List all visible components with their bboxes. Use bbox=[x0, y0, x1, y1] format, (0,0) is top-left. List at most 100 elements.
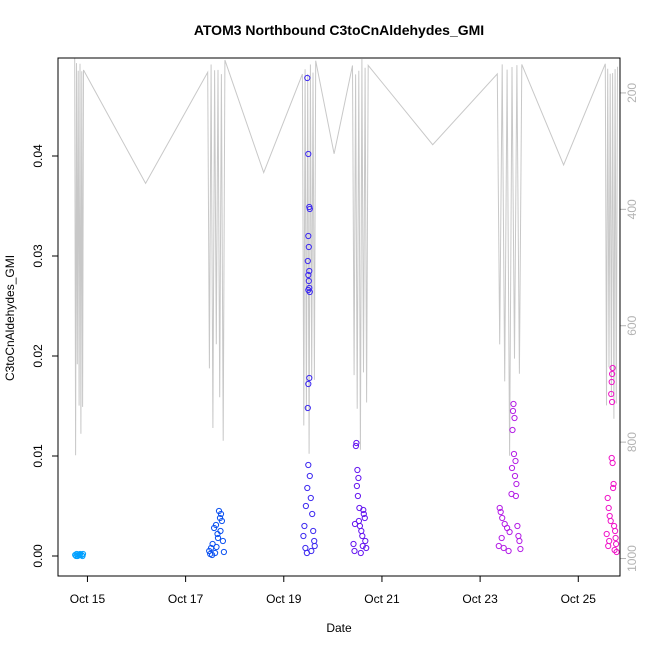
data-point bbox=[354, 492, 361, 500]
data-point bbox=[603, 530, 610, 538]
x-tick-label: Oct 19 bbox=[266, 592, 302, 606]
data-point bbox=[305, 232, 312, 240]
data-point bbox=[305, 461, 312, 469]
data-point bbox=[512, 457, 519, 465]
data-point bbox=[220, 548, 227, 556]
plot-frame bbox=[57, 57, 621, 577]
data-point bbox=[605, 504, 612, 512]
x-tick-label: Oct 21 bbox=[364, 592, 400, 606]
data-point bbox=[496, 504, 503, 512]
data-point bbox=[517, 545, 524, 553]
data-point bbox=[497, 508, 504, 516]
data-point bbox=[500, 544, 507, 552]
data-point bbox=[355, 517, 362, 525]
data-point bbox=[498, 534, 505, 542]
data-point bbox=[604, 494, 611, 502]
data-point bbox=[353, 439, 360, 447]
data-point bbox=[607, 517, 614, 525]
y2-tick-label: 200 bbox=[625, 83, 639, 103]
data-point bbox=[609, 398, 616, 406]
data-point bbox=[611, 546, 618, 554]
data-point bbox=[213, 543, 220, 551]
data-point bbox=[212, 521, 220, 529]
data-point bbox=[612, 527, 619, 535]
x-tick-label: Oct 25 bbox=[561, 592, 597, 606]
x-axis-label: Date bbox=[326, 621, 352, 635]
y2-tick-label: 400 bbox=[625, 199, 639, 219]
data-point bbox=[509, 426, 516, 434]
data-point bbox=[608, 390, 615, 398]
data-point bbox=[214, 534, 222, 542]
data-point bbox=[359, 532, 366, 540]
data-point bbox=[73, 552, 80, 560]
y2-tick-label: 600 bbox=[625, 315, 639, 335]
data-point bbox=[304, 404, 311, 412]
data-point bbox=[608, 378, 615, 386]
data-point bbox=[351, 547, 358, 555]
data-point bbox=[510, 450, 518, 458]
data-point bbox=[613, 548, 620, 556]
y-tick-label: 0.03 bbox=[31, 244, 45, 268]
data-point bbox=[609, 370, 616, 378]
data-point bbox=[505, 547, 512, 555]
data-point bbox=[219, 537, 226, 545]
data-point bbox=[514, 522, 521, 530]
y-axis-label: C3toCnAldehydes_GMI bbox=[3, 255, 17, 381]
x-tick-label: Oct 23 bbox=[462, 592, 498, 606]
data-point bbox=[209, 551, 216, 559]
data-point bbox=[353, 482, 360, 490]
data-point bbox=[362, 537, 369, 545]
data-point bbox=[610, 480, 617, 488]
y-tick-label: 0.00 bbox=[31, 544, 45, 568]
data-point bbox=[352, 442, 359, 450]
data-point bbox=[306, 472, 313, 480]
data-point bbox=[306, 205, 313, 213]
data-point bbox=[610, 484, 617, 492]
data-point bbox=[357, 549, 364, 557]
data-point bbox=[304, 257, 311, 265]
data-point bbox=[360, 506, 367, 514]
data-point bbox=[310, 527, 317, 535]
data-point bbox=[302, 502, 309, 510]
data-point bbox=[511, 472, 519, 480]
data-point bbox=[513, 480, 520, 488]
data-point bbox=[306, 288, 313, 296]
data-point bbox=[76, 551, 83, 559]
y-tick-label: 0.04 bbox=[31, 144, 45, 168]
data-point-layer bbox=[72, 74, 620, 560]
data-point bbox=[360, 510, 367, 518]
data-point bbox=[613, 540, 620, 548]
chart-title: ATOM3 Northbound C3toCnAldehydes_GMI bbox=[194, 22, 484, 38]
data-point bbox=[609, 364, 616, 372]
data-point bbox=[300, 532, 307, 540]
data-point bbox=[305, 277, 312, 285]
data-point bbox=[306, 267, 313, 275]
y2-tick-label: 800 bbox=[625, 432, 639, 452]
data-point bbox=[355, 474, 362, 482]
data-point bbox=[301, 522, 308, 530]
data-point bbox=[305, 150, 312, 158]
data-point bbox=[363, 544, 370, 552]
data-point bbox=[209, 540, 216, 548]
data-point bbox=[508, 464, 516, 472]
data-point bbox=[305, 271, 312, 279]
x-tick-label: Oct 17 bbox=[168, 592, 204, 606]
y2-tick-label: 1000 bbox=[625, 545, 639, 572]
data-point bbox=[304, 484, 311, 492]
data-point bbox=[612, 534, 619, 542]
y-tick-label: 0.02 bbox=[31, 344, 45, 368]
data-point bbox=[511, 414, 518, 422]
altitude-profile-layer bbox=[74, 57, 618, 456]
data-point bbox=[306, 374, 313, 382]
data-point bbox=[510, 400, 517, 408]
data-point bbox=[304, 74, 311, 82]
altitude-profile-line bbox=[74, 57, 618, 456]
data-point bbox=[305, 380, 312, 388]
data-point bbox=[609, 459, 616, 467]
data-point bbox=[359, 542, 366, 550]
data-point bbox=[499, 514, 506, 522]
x-tick-label: Oct 15 bbox=[70, 592, 106, 606]
data-point bbox=[309, 510, 316, 518]
data-point bbox=[516, 537, 523, 545]
